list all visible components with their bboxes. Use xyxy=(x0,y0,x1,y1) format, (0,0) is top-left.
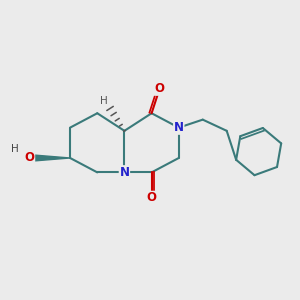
Text: H: H xyxy=(100,96,108,106)
Text: N: N xyxy=(119,166,129,179)
Text: N: N xyxy=(174,121,184,134)
Text: O: O xyxy=(25,152,34,164)
Text: O: O xyxy=(147,191,157,204)
Text: O: O xyxy=(154,82,165,95)
Polygon shape xyxy=(35,155,70,161)
Text: H: H xyxy=(11,144,19,154)
